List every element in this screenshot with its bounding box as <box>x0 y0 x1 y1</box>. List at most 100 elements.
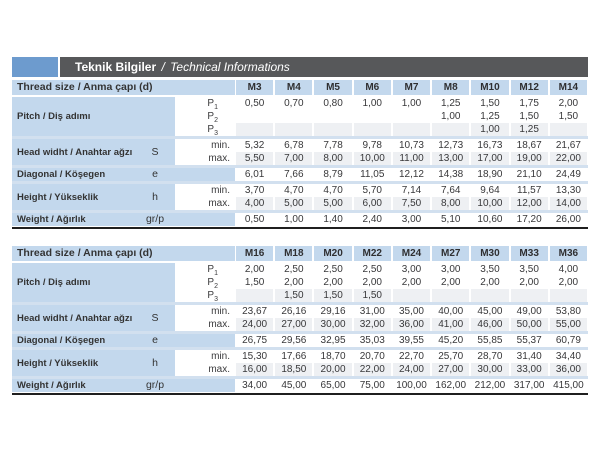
value-cell: 4,70 <box>274 184 314 197</box>
group-divider <box>12 331 588 334</box>
symbol-cell: h <box>135 350 175 376</box>
symbol-cell <box>135 263 175 302</box>
sub-label-cell: P2 <box>175 276 235 289</box>
value-cell: 33,00 <box>509 363 549 376</box>
value-cell: 18,50 <box>274 363 314 376</box>
value-cell: 10,73 <box>391 139 432 152</box>
value-cell: 3,00 <box>431 263 471 276</box>
sub-label-cell: P3 <box>175 289 235 302</box>
value-cell: 6,00 <box>352 197 392 210</box>
value-cell: 16,00 <box>235 363 275 376</box>
column-header-m33: M33 <box>509 246 549 261</box>
value-cell: 24,49 <box>548 168 588 181</box>
value-cell: 0,80 <box>313 97 353 110</box>
row-label: Head widht / Anahtar ağzı <box>12 139 135 165</box>
row-label: Diagonal / Köşegen <box>12 334 135 347</box>
value-cell: 13,00 <box>431 152 471 165</box>
value-cell: 36,00 <box>391 318 432 331</box>
value-cell: 29,56 <box>274 334 314 347</box>
value-cell: 41,00 <box>431 318 471 331</box>
value-cell <box>391 110 432 123</box>
value-cell: 19,00 <box>509 152 549 165</box>
symbol-cell: h <box>135 184 175 210</box>
table-bottom-rule <box>12 227 588 229</box>
value-cell: 50,00 <box>509 318 549 331</box>
value-cell: 46,00 <box>470 318 510 331</box>
value-cell <box>548 123 588 136</box>
value-cell: 11,00 <box>391 152 432 165</box>
value-cell: 1,40 <box>313 213 353 226</box>
value-cell <box>391 123 432 136</box>
value-cell: 24,00 <box>235 318 275 331</box>
value-cell: 31,40 <box>509 350 549 363</box>
sub-label-cell: min. <box>175 139 235 152</box>
column-header-m27: M27 <box>431 246 471 261</box>
value-cell: 5,10 <box>431 213 471 226</box>
value-cell: 1,50 <box>509 110 549 123</box>
column-header-m7: M7 <box>391 80 432 95</box>
value-cell: 212,00 <box>470 379 510 392</box>
value-cell: 1,25 <box>470 110 510 123</box>
group-divider <box>12 136 588 139</box>
value-cell: 17,00 <box>470 152 510 165</box>
value-cell: 12,73 <box>431 139 471 152</box>
value-cell: 34,00 <box>235 379 275 392</box>
value-cell: 18,67 <box>509 139 549 152</box>
symbol-cell: gr/p <box>135 213 175 226</box>
value-cell: 2,00 <box>391 276 432 289</box>
column-header-m24: M24 <box>391 246 432 261</box>
value-cell: 25,70 <box>431 350 471 363</box>
value-cell: 30,00 <box>470 363 510 376</box>
group-divider <box>12 181 588 184</box>
value-cell <box>274 123 314 136</box>
value-cell: 23,67 <box>235 305 275 318</box>
value-cell <box>509 289 549 302</box>
row-label: Pitch / Diş adımı <box>12 263 135 302</box>
value-cell: 26,16 <box>274 305 314 318</box>
value-cell: 8,00 <box>313 152 353 165</box>
value-cell <box>391 289 432 302</box>
value-cell: 162,00 <box>431 379 471 392</box>
technical-table-2-header-row: Thread size / Anma çapı (d) M16 M18 M20 M22 M… <box>12 246 588 261</box>
column-header-m30: M30 <box>470 246 510 261</box>
column-header-m16: M16 <box>235 246 275 261</box>
row-group: Height / Yükseklik h min. 15,30 17,66 18,70 20… <box>12 350 588 376</box>
row-label: Height / Yükseklik <box>12 350 135 376</box>
column-header-m6: M6 <box>352 80 392 95</box>
sub-label-cell: max. <box>175 363 235 376</box>
spec-tables: Thread size / Anma çapı (d) M3 M4 M5 M6 M7 M8 M… <box>12 80 588 395</box>
row-label: Height / Yükseklik <box>12 184 135 210</box>
value-cell: 49,00 <box>509 305 549 318</box>
value-cell: 2,50 <box>352 263 392 276</box>
row-group: Weight / Ağırlık gr/p 34,00 45,00 65,00 75,00… <box>12 379 588 392</box>
title-bar: Teknik Bilgiler / Technical Informations <box>12 57 588 77</box>
value-cell <box>313 110 353 123</box>
title-bar-strip: Teknik Bilgiler / Technical Informations <box>60 57 588 77</box>
value-cell: 15,30 <box>235 350 275 363</box>
value-cell: 2,00 <box>313 276 353 289</box>
value-cell: 75,00 <box>352 379 392 392</box>
value-cell: 1,50 <box>548 110 588 123</box>
column-header-m3: M3 <box>235 80 275 95</box>
group-divider <box>12 347 588 350</box>
value-cell: 1,50 <box>235 276 275 289</box>
value-cell: 2,00 <box>509 276 549 289</box>
value-cell: 53,80 <box>548 305 588 318</box>
value-cell: 3,00 <box>391 263 432 276</box>
sub-label-cell: P3 <box>175 123 235 136</box>
value-cell <box>274 110 314 123</box>
value-cell: 1,25 <box>431 97 471 110</box>
value-cell: 7,64 <box>431 184 471 197</box>
value-cell: 3,70 <box>235 184 275 197</box>
value-cell: 22,00 <box>352 363 392 376</box>
value-cell: 14,00 <box>548 197 588 210</box>
symbol-cell <box>135 97 175 136</box>
value-cell: 2,50 <box>313 263 353 276</box>
value-cell <box>235 123 275 136</box>
sub-label-cell: min. <box>175 184 235 197</box>
value-cell: 0,50 <box>235 213 275 226</box>
value-cell: 14,38 <box>431 168 471 181</box>
table-gap <box>12 229 588 246</box>
value-cell: 4,00 <box>548 263 588 276</box>
